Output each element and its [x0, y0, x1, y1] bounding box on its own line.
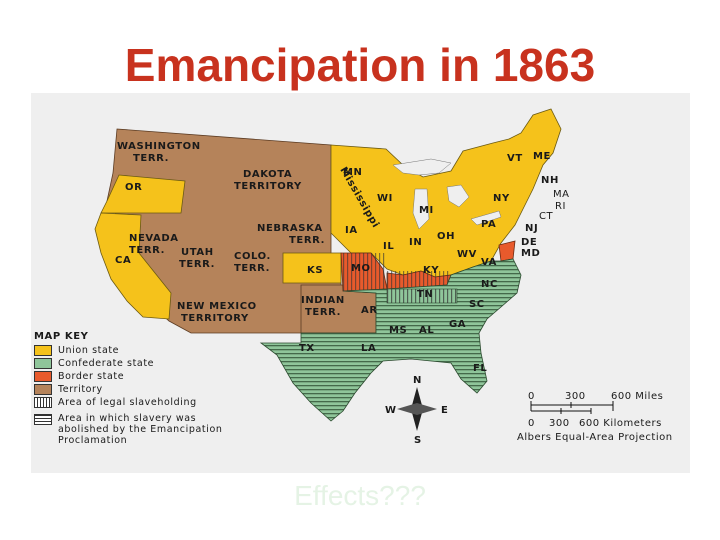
- label-wv: WV: [457, 249, 477, 260]
- swatch-union: [34, 345, 52, 356]
- label-nevada-2: TERR.: [129, 245, 165, 256]
- label-mo: MO: [351, 263, 371, 274]
- label-fl: FL: [473, 363, 487, 374]
- label-dakota-1: DAKOTA: [243, 169, 292, 180]
- label-ms: MS: [389, 325, 407, 336]
- label-vt: VT: [507, 153, 523, 164]
- key-label-border: Border state: [58, 371, 125, 382]
- label-newmexico-2: TERRITORY: [181, 313, 249, 324]
- map-key-title: MAP KEY: [34, 331, 89, 342]
- label-utah-2: TERR.: [179, 259, 215, 270]
- label-ca: CA: [115, 255, 131, 266]
- label-indian-2: TERR.: [305, 307, 341, 318]
- kentucky-stripes: [387, 271, 451, 289]
- label-mn: MN: [343, 167, 363, 178]
- label-ma: MA: [553, 189, 569, 200]
- key-label-confederate: Confederate state: [58, 358, 155, 369]
- label-washington-terr-1: WASHINGTON: [117, 141, 201, 152]
- compass-e: E: [441, 405, 448, 416]
- key-item-border: Border state: [34, 370, 223, 383]
- slide-title: Emancipation in 1863: [124, 39, 596, 91]
- label-ny: NY: [493, 193, 510, 204]
- label-newmexico-1: NEW MEXICO: [177, 301, 257, 312]
- label-nc: NC: [481, 279, 498, 290]
- maryland-shape: [498, 240, 516, 262]
- missouri-stripes: [341, 253, 387, 291]
- label-al: AL: [419, 325, 434, 336]
- label-md: MD: [521, 248, 540, 259]
- label-tx: TX: [299, 343, 315, 354]
- swatch-slaveholding: [34, 397, 52, 408]
- label-utah-1: UTAH: [181, 247, 214, 258]
- label-ia: IA: [345, 225, 358, 236]
- compass-s: S: [414, 435, 422, 446]
- swatch-border: [34, 371, 52, 382]
- key-label-slaveholding: Area of legal slaveholding: [58, 397, 197, 408]
- label-wi: WI: [377, 193, 393, 204]
- scale-miles-0: 0: [528, 391, 535, 402]
- label-nh: NH: [541, 175, 559, 186]
- label-nebraska-2: TERR.: [289, 235, 325, 246]
- key-label-territory: Territory: [58, 384, 103, 395]
- label-il: IL: [383, 241, 394, 252]
- compass-n: N: [413, 375, 422, 386]
- label-ar: AR: [361, 305, 378, 316]
- label-in: IN: [409, 237, 422, 248]
- scale-km-600: 600 Kilometers: [579, 418, 662, 429]
- label-la: LA: [361, 343, 376, 354]
- map-key: MAP KEY Union state Confederate state Bo…: [34, 331, 223, 446]
- tennessee-exempt-stripes: [387, 289, 457, 303]
- key-item-confederate: Confederate state: [34, 357, 223, 370]
- compass-rose-icon: N S E W: [385, 375, 448, 446]
- label-ks: KS: [307, 265, 323, 276]
- map-canvas: WASHINGTON TERR. DAKOTA TERRITORY OR NEV…: [94, 108, 673, 446]
- label-colo-1: COLO.: [234, 251, 271, 262]
- california-shape: [94, 212, 172, 320]
- label-sc: SC: [469, 299, 485, 310]
- label-tn: TN: [417, 289, 433, 300]
- key-item-slaveholding: Area of legal slaveholding: [34, 396, 223, 409]
- label-ri: RI: [555, 201, 566, 212]
- key-label-union: Union state: [58, 345, 120, 356]
- label-va: VA: [481, 257, 497, 268]
- label-me: ME: [533, 151, 551, 162]
- effects-caption: Effects???: [294, 480, 426, 511]
- label-colo-2: TERR.: [234, 263, 270, 274]
- label-or: OR: [125, 182, 142, 193]
- scale-miles-600: 600 Miles: [611, 391, 663, 402]
- scale-bar: 0 300 600 Miles 0 300 600 Kilometers Alb…: [517, 391, 673, 443]
- label-washington-terr-2: TERR.: [133, 153, 169, 164]
- scale-km-300: 300: [549, 418, 570, 429]
- key-item-territory: Territory: [34, 383, 223, 396]
- great-lakes: [392, 158, 502, 230]
- label-indian-1: INDIAN: [301, 295, 345, 306]
- label-oh: OH: [437, 231, 455, 242]
- scale-miles-300: 300: [565, 391, 586, 402]
- label-ga: GA: [449, 319, 466, 330]
- swatch-confederate: [34, 358, 52, 369]
- swatch-abolished: [34, 414, 52, 425]
- key-label-abolished: Area in which slavery was abolished by t…: [58, 413, 223, 446]
- label-nebraska-1: NEBRASKA: [257, 223, 323, 234]
- label-de: DE: [521, 237, 537, 248]
- label-ct: CT: [539, 211, 553, 222]
- label-pa: PA: [481, 219, 496, 230]
- label-ky: KY: [423, 265, 439, 276]
- swatch-territory: [34, 384, 52, 395]
- compass-w: W: [385, 405, 397, 416]
- label-nj: NJ: [525, 223, 538, 234]
- label-nevada-1: NEVADA: [129, 233, 179, 244]
- oregon-shape: [100, 174, 186, 214]
- label-mi: MI: [419, 205, 434, 216]
- scale-km-0: 0: [528, 418, 535, 429]
- key-item-union: Union state: [34, 344, 223, 357]
- civil-war-map: WASHINGTON TERR. DAKOTA TERRITORY OR NEV…: [31, 93, 690, 473]
- scale-projection: Albers Equal-Area Projection: [517, 432, 673, 443]
- label-dakota-2: TERRITORY: [234, 181, 302, 192]
- key-item-abolished: Area in which slavery was abolished by t…: [34, 413, 223, 446]
